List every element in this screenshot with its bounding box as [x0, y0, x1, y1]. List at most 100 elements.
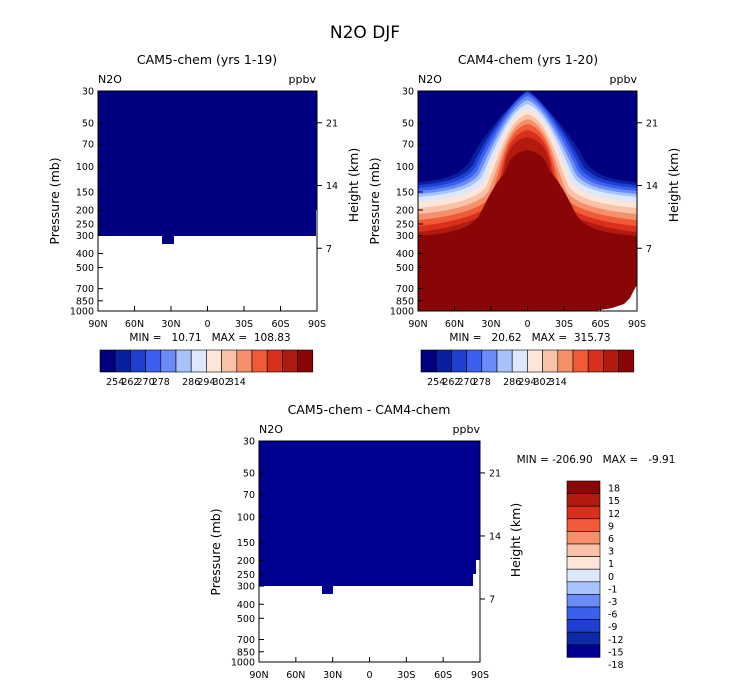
y-tick-label: 150 — [237, 538, 255, 549]
colorbar-cell — [206, 349, 222, 373]
y-tick-label: 500 — [237, 614, 255, 625]
y-right-tick-label: 7 — [646, 244, 652, 255]
colorbar-cell — [420, 349, 437, 373]
y-tick-label: 100 — [237, 512, 255, 523]
x-tick-label: 0 — [204, 319, 210, 330]
units-label: ppbv — [289, 73, 317, 86]
min-max-stats: MIN = -206.90 MAX = -9.91 — [517, 454, 676, 466]
x-tick-label: 0 — [366, 670, 372, 681]
colorbar-cell — [511, 349, 528, 373]
colorbar-label: 286 — [503, 377, 521, 388]
colorbar-label: 3 — [608, 547, 614, 558]
colorbar-cell — [566, 606, 601, 620]
colorbar-cell — [566, 505, 601, 520]
colorbar-label: -12 — [608, 635, 624, 646]
colorbar-cell — [566, 518, 601, 532]
x-tick-label: 30S — [235, 319, 253, 330]
y-axis-label: Pressure (mb) — [47, 157, 62, 244]
y-tick-label: 700 — [76, 284, 94, 295]
colorbar-label: 270 — [137, 377, 155, 388]
colorbar-cell — [566, 581, 601, 595]
x-tick-label: 30S — [397, 670, 415, 681]
y-tick-label: 150 — [76, 187, 94, 198]
x-tick-label: 0 — [524, 319, 530, 330]
x-tick-label: 30S — [555, 319, 573, 330]
colorbar-cell — [566, 556, 601, 570]
colorbar-cell — [282, 349, 298, 373]
x-tick-label: 90N — [88, 319, 107, 330]
colorbar-label: 314 — [228, 377, 246, 388]
y-tick-label: 400 — [76, 249, 94, 260]
y-tick-label: 200 — [237, 556, 255, 567]
colorbar-cell — [451, 349, 467, 373]
x-tick-label: 30N — [161, 319, 180, 330]
panel-cam4: CAM4-chem (yrs 1-20) N2O ppbv 3050701001… — [367, 52, 681, 388]
y-tick-label: 500 — [76, 263, 94, 274]
y-tick-label: 70 — [243, 490, 255, 501]
x-tick-label: 90S — [308, 319, 326, 330]
colorbar-cell — [566, 493, 601, 507]
y-tick-label: 50 — [402, 119, 414, 130]
x-tick-label: 90N — [249, 670, 268, 681]
colorbar-label: 262 — [442, 377, 460, 388]
y-axis-right-label: Height (km) — [346, 148, 361, 222]
contour-band-core — [418, 160, 637, 311]
colorbar-label: -9 — [608, 622, 617, 633]
y-axis-right: 21 14 7 — [480, 468, 501, 605]
colorbar-cell — [603, 349, 619, 373]
y-tick-label: 30 — [243, 437, 255, 448]
x-tick-label: 30N — [323, 670, 342, 681]
y-tick-label: 850 — [237, 647, 255, 658]
colorbar-cell — [145, 349, 162, 373]
units-label: ppbv — [610, 73, 638, 86]
contour-bands — [418, 91, 637, 311]
colorbar-label: 18 — [608, 484, 620, 495]
colorbar-label: 294 — [518, 377, 536, 388]
y-tick-label: 500 — [396, 263, 414, 274]
y-tick-label: 100 — [76, 162, 94, 173]
x-axis: 90N 60N 30N 0 30S 60S 90S — [249, 657, 489, 681]
y-tick-label: 850 — [396, 296, 414, 307]
colorbar-label: 314 — [549, 377, 567, 388]
y-tick-label: 300 — [76, 231, 94, 242]
colorbar-label: 12 — [608, 509, 620, 520]
y-right-tick-label: 7 — [489, 594, 495, 605]
colorbar-label: 302 — [534, 377, 552, 388]
x-tick-label: 60S — [271, 319, 289, 330]
y-tick-label: 70 — [82, 140, 94, 151]
colorbar-label: 254 — [427, 377, 445, 388]
colorbar-label: 278 — [152, 377, 170, 388]
panel-diff: CAM5-chem - CAM4-chem N2O ppbv 305070100… — [208, 402, 675, 681]
colorbar-cell — [618, 349, 635, 373]
y-tick-label: 200 — [76, 206, 94, 217]
colorbar-label: 0 — [608, 572, 614, 583]
colorbar-cell — [266, 349, 283, 373]
colorbar-label: 1 — [608, 559, 614, 570]
colorbar-label: 262 — [121, 377, 139, 388]
y-tick-label: 30 — [402, 87, 414, 98]
field-label: N2O — [98, 73, 122, 86]
y-tick-label: 400 — [396, 249, 414, 260]
panel-title: CAM5-chem (yrs 1-19) — [137, 52, 277, 67]
colorbar-cell — [587, 349, 604, 373]
colorbar-label: 294 — [197, 377, 215, 388]
field-label: N2O — [418, 73, 442, 86]
y-tick-label: 200 — [396, 206, 414, 217]
y-right-tick-label: 7 — [326, 244, 332, 255]
colorbar-cell — [557, 349, 574, 373]
y-axis-label: Pressure (mb) — [367, 157, 382, 244]
colorbar-cell — [175, 349, 192, 373]
y-axis-right-label: Height (km) — [666, 148, 681, 222]
y-axis-right-label: Height (km) — [508, 503, 523, 577]
y-right-tick-label: 21 — [326, 118, 338, 129]
figure-title: N2O DJF — [330, 23, 400, 43]
x-axis: 90N 60N 30N 0 30S 60S 90S — [408, 306, 646, 330]
colorbar-label: 9 — [608, 521, 614, 532]
colorbar-cell — [481, 349, 498, 373]
colorbar-label: 302 — [213, 377, 231, 388]
x-tick-label: 60N — [286, 670, 305, 681]
